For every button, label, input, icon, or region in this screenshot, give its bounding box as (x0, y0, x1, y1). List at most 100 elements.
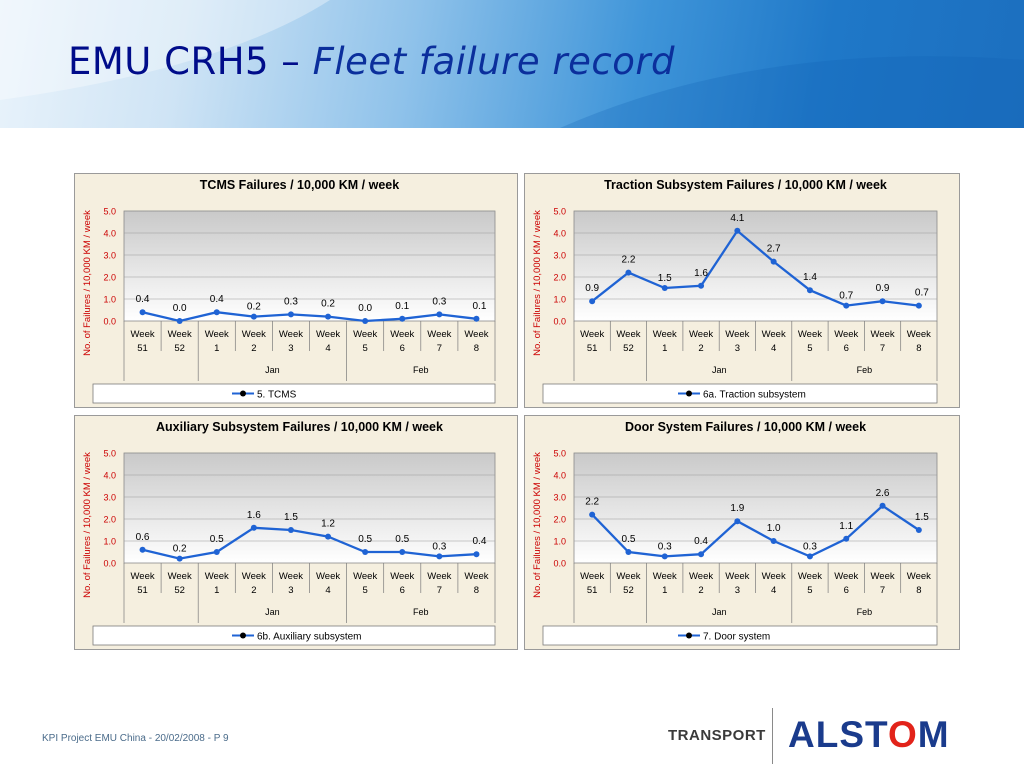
y-tick-label: 5.0 (103, 449, 116, 459)
x-tick-label: 5 (807, 585, 812, 596)
x-tick-label: Week (130, 571, 154, 582)
month-label: Feb (857, 607, 873, 617)
x-tick-label: 8 (474, 585, 479, 596)
data-point (176, 555, 183, 562)
brand-text-post: M (917, 714, 950, 755)
y-tick-label: 3.0 (103, 493, 116, 503)
data-point (915, 302, 922, 309)
chart-title: TCMS Failures / 10,000 KM / week (200, 178, 399, 192)
data-label: 0.1 (395, 301, 409, 312)
x-tick-label: Week (205, 571, 229, 582)
data-point (399, 315, 406, 322)
data-point (139, 546, 146, 553)
chart-traction: Traction Subsystem Failures / 10,000 KM … (532, 178, 938, 404)
data-label: 0.2 (173, 544, 187, 555)
x-tick-label: Week (353, 329, 377, 340)
x-tick-label: 8 (916, 343, 921, 354)
data-label: 1.5 (284, 512, 298, 523)
chart-panel-door: Door System Failures / 10,000 KM / week N… (524, 415, 960, 650)
legend-box (542, 625, 938, 646)
page-title-part1: EMU CRH5 – (68, 40, 313, 83)
data-label: 0.2 (321, 299, 335, 310)
data-label: 0.4 (210, 294, 224, 305)
data-point (287, 527, 294, 533)
data-label: 1.9 (730, 503, 744, 514)
data-label: 1.6 (694, 268, 708, 279)
data-point (661, 285, 668, 291)
brand-separator (772, 708, 773, 764)
chart-title: Auxiliary Subsystem Failures / 10,000 KM… (156, 420, 443, 434)
x-tick-label: Week (725, 571, 749, 582)
data-label: 0.5 (358, 534, 372, 545)
x-tick-label: Week (427, 329, 451, 340)
data-point (250, 313, 257, 320)
legend-box (542, 383, 938, 404)
x-tick-label: 3 (735, 585, 740, 596)
x-tick-label: 3 (735, 343, 740, 354)
data-point (139, 309, 146, 316)
y-tick-label: 1.0 (553, 537, 566, 547)
header-swoosh (0, 0, 1024, 128)
data-point (473, 315, 480, 322)
data-label: 0.0 (358, 303, 372, 314)
x-tick-label: Week (130, 329, 154, 340)
plot-area (573, 452, 938, 564)
chart-tcms: TCMS Failures / 10,000 KM / week No. of F… (82, 178, 496, 404)
y-tick-label: 2.0 (103, 273, 116, 283)
x-tick-label: 51 (587, 343, 598, 354)
x-tick-label: Week (907, 571, 931, 582)
data-point (176, 318, 183, 324)
y-tick-label: 3.0 (553, 493, 566, 503)
data-point (213, 309, 220, 316)
y-tick-label: 3.0 (553, 251, 566, 261)
page-title: EMU CRH5 – Fleet failure record (68, 40, 675, 83)
legend-box (92, 625, 496, 646)
x-tick-label: 7 (880, 343, 885, 354)
x-tick-label: 1 (214, 343, 219, 354)
data-label: 0.9 (876, 283, 890, 294)
legend-label: 5. TCMS (257, 390, 297, 401)
chart-auxiliary: Auxiliary Subsystem Failures / 10,000 KM… (82, 420, 496, 646)
x-tick-label: Week (205, 329, 229, 340)
y-axis-label: No. of Failures / 10,000 KM / week (532, 452, 543, 598)
x-tick-label: Week (464, 571, 488, 582)
x-tick-label: 51 (137, 343, 148, 354)
chart-title: Door System Failures / 10,000 KM / week (625, 420, 866, 434)
y-tick-label: 1.0 (553, 295, 566, 305)
x-tick-label: 1 (662, 585, 667, 596)
data-point (287, 311, 294, 318)
x-tick-label: Week (390, 571, 414, 582)
data-label: 0.5 (395, 534, 409, 545)
data-label: 0.3 (658, 541, 672, 552)
month-label: Feb (413, 607, 429, 617)
data-point (915, 527, 922, 533)
x-tick-label: 2 (251, 343, 256, 354)
brand-text-pre: ALST (788, 714, 888, 755)
x-tick-label: Week (580, 329, 604, 340)
x-tick-label: Week (870, 571, 894, 582)
x-tick-label: 1 (662, 343, 667, 354)
y-tick-label: 2.0 (103, 515, 116, 525)
data-label: 1.0 (767, 523, 781, 534)
data-label: 0.3 (432, 541, 446, 552)
x-tick-label: Week (580, 571, 604, 582)
y-tick-label: 1.0 (103, 537, 116, 547)
x-tick-label: 2 (251, 585, 256, 596)
header-banner (0, 0, 1024, 128)
x-tick-label: 52 (174, 343, 185, 354)
data-label: 2.6 (876, 488, 890, 499)
data-label: 0.5 (621, 534, 635, 545)
data-point (589, 511, 596, 518)
x-tick-label: Week (762, 571, 786, 582)
x-tick-label: 52 (174, 585, 185, 596)
data-label: 0.6 (136, 532, 150, 543)
data-label: 0.2 (247, 302, 261, 313)
x-tick-label: 3 (288, 585, 293, 596)
y-tick-label: 2.0 (553, 273, 566, 283)
x-tick-label: Week (279, 329, 303, 340)
data-label: 2.2 (585, 497, 599, 508)
data-label: 1.2 (321, 519, 335, 530)
x-tick-label: Week (798, 329, 822, 340)
x-tick-label: 7 (437, 343, 442, 354)
data-point (806, 553, 813, 560)
